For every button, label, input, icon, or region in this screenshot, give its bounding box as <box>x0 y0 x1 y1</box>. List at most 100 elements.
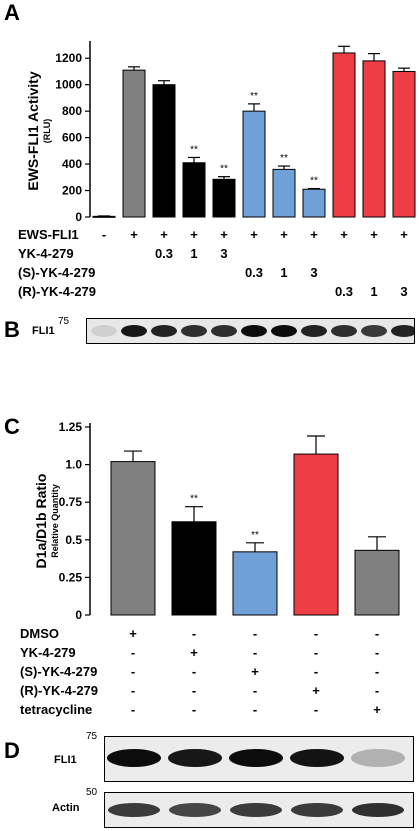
y-axis-sublabel: (RLU) <box>42 119 52 144</box>
condition-cell: + <box>370 227 378 242</box>
condition-cell: + <box>312 683 320 698</box>
y-tick-label: 600 <box>62 131 82 145</box>
condition-cell: 0.3 <box>155 246 173 261</box>
condition-cell: + <box>129 626 137 641</box>
condition-cell: + <box>251 664 259 679</box>
condition-cell: + <box>220 227 228 242</box>
condition-cell: + <box>190 227 198 242</box>
condition-row-label: (R)-YK-4-279 <box>18 284 96 299</box>
condition-cell: - <box>375 645 379 660</box>
blot-band <box>169 803 221 817</box>
blot-b-label: FLI1 <box>32 325 55 337</box>
condition-cell: - <box>375 664 379 679</box>
y-tick-label: 0 <box>75 608 82 622</box>
condition-cell: 3 <box>400 284 407 299</box>
blot-band <box>352 803 404 817</box>
condition-cell: + <box>160 227 168 242</box>
condition-cell: 1 <box>190 246 197 261</box>
bar <box>392 70 416 218</box>
significance-label: ** <box>250 91 258 102</box>
western-blot-d-fli1 <box>104 736 414 782</box>
significance-label: ** <box>220 164 228 175</box>
y-tick-label: 200 <box>62 184 82 198</box>
condition-row-label: YK-4-279 <box>20 645 76 660</box>
condition-cell: 3 <box>310 265 317 280</box>
condition-cell: - <box>253 702 257 717</box>
condition-cell: + <box>280 227 288 242</box>
y-tick-label: 1200 <box>55 51 82 65</box>
blot-band <box>291 803 343 817</box>
condition-cell: - <box>131 645 135 660</box>
condition-cell: - <box>131 702 135 717</box>
condition-cell: 1 <box>280 265 287 280</box>
condition-cell: - <box>131 683 135 698</box>
condition-cell: + <box>373 702 381 717</box>
bar <box>232 551 278 616</box>
bar <box>354 549 400 616</box>
y-tick-label: 0.5 <box>65 533 82 547</box>
blot-band <box>241 325 267 337</box>
blot-band <box>271 325 297 337</box>
condition-row-label: (R)-YK-4-279 <box>20 683 98 698</box>
condition-cell: - <box>253 645 257 660</box>
y-tick-label: 0 <box>75 210 82 224</box>
blot-band <box>331 325 357 337</box>
blot-band <box>121 325 147 337</box>
blot-band <box>230 803 282 817</box>
significance-label: ** <box>190 144 198 155</box>
western-blot-d-actin <box>104 792 414 828</box>
bar <box>122 69 146 218</box>
condition-cell: - <box>102 227 106 242</box>
condition-row-label: DMSO <box>20 626 59 641</box>
condition-cell: - <box>192 664 196 679</box>
condition-cell: - <box>314 664 318 679</box>
condition-cell: - <box>314 645 318 660</box>
condition-cell: 3 <box>220 246 227 261</box>
condition-cell: + <box>190 645 198 660</box>
blot-band <box>391 325 415 337</box>
condition-cell: + <box>130 227 138 242</box>
condition-cell: - <box>192 626 196 641</box>
condition-cell: + <box>340 227 348 242</box>
panel-letter-a: A <box>4 0 20 25</box>
blot-d-top-label: FLI1 <box>54 754 77 766</box>
condition-cell: - <box>375 626 379 641</box>
significance-label: ** <box>190 494 198 505</box>
y-tick-label: 800 <box>62 104 82 118</box>
condition-cell: 0.3 <box>245 265 263 280</box>
blot-band <box>107 749 161 767</box>
blot-d-top-mw: 75 <box>86 731 98 742</box>
condition-cell: 1 <box>370 284 377 299</box>
blot-band <box>229 749 283 767</box>
blot-band <box>211 325 237 337</box>
y-axis-label: D1a/D1b Ratio <box>33 474 49 569</box>
panel-letter-b: B <box>4 317 20 342</box>
y-axis-sublabel: Relative Quantity <box>50 484 60 558</box>
blot-band <box>151 325 177 337</box>
blot-band <box>181 325 207 337</box>
condition-cell: - <box>131 664 135 679</box>
blot-band <box>91 325 117 337</box>
y-tick-label: 1.0 <box>65 458 82 472</box>
blot-band <box>361 325 387 337</box>
condition-cell: - <box>253 683 257 698</box>
blot-b-mw: 75 <box>58 316 70 327</box>
bar <box>92 215 116 218</box>
condition-cell: + <box>250 227 258 242</box>
condition-row-label: (S)-YK-4-279 <box>18 265 95 280</box>
bar <box>302 188 326 218</box>
y-tick-label: 0.25 <box>59 570 83 584</box>
condition-cell: - <box>375 683 379 698</box>
blot-band <box>351 749 405 767</box>
blot-band <box>168 749 222 767</box>
condition-cell: + <box>400 227 408 242</box>
condition-row-label: YK-4-279 <box>18 246 74 261</box>
condition-cell: 0.3 <box>335 284 353 299</box>
condition-cell: - <box>314 702 318 717</box>
y-tick-label: 400 <box>62 157 82 171</box>
blot-band <box>301 325 327 337</box>
western-blot-b <box>86 318 415 344</box>
bar <box>110 461 156 616</box>
y-tick-label: 0.75 <box>59 495 83 509</box>
bar <box>212 178 236 218</box>
